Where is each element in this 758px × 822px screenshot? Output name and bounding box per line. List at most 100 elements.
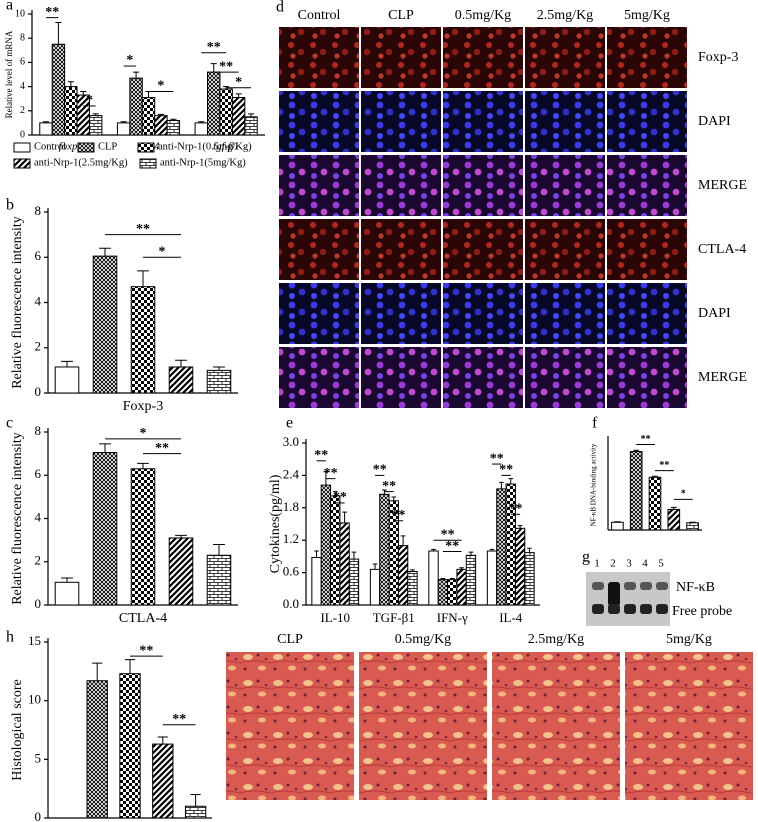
x-tick-label: tgf-β1 bbox=[213, 141, 239, 153]
gel-band bbox=[608, 582, 620, 606]
row-label: DAPI bbox=[698, 114, 731, 129]
lane-label: 2 bbox=[610, 558, 616, 570]
bar bbox=[92, 255, 118, 394]
gel-band bbox=[640, 582, 652, 590]
error-bar bbox=[80, 90, 87, 96]
error-bar bbox=[689, 521, 696, 523]
column-header: CLP bbox=[277, 632, 303, 647]
error-bar bbox=[120, 121, 127, 123]
bar bbox=[154, 115, 168, 136]
significance-label: * bbox=[126, 53, 133, 68]
bar bbox=[54, 581, 80, 606]
significance-label: ** bbox=[136, 222, 150, 237]
error-bar bbox=[170, 118, 177, 121]
significance-label: * bbox=[235, 75, 242, 90]
histology-image bbox=[625, 652, 753, 800]
bar bbox=[129, 77, 143, 136]
micrograph bbox=[279, 283, 359, 344]
micrograph bbox=[525, 219, 605, 280]
significance-label: ** bbox=[659, 460, 669, 471]
error-bar bbox=[400, 535, 406, 546]
bar bbox=[486, 550, 498, 606]
significance-label: ** bbox=[391, 508, 405, 523]
bar bbox=[116, 122, 131, 136]
micrograph bbox=[443, 219, 523, 280]
legend-label: anti-Nrp-1(2.5mg/Kg) bbox=[34, 157, 128, 168]
bar bbox=[437, 579, 449, 606]
y-tick-label: 2 bbox=[35, 339, 42, 354]
y-tick-label: 4 bbox=[20, 81, 25, 92]
gel-band bbox=[656, 604, 668, 614]
bar bbox=[184, 805, 207, 819]
error-bar bbox=[190, 794, 201, 807]
y-tick-label: 6 bbox=[35, 466, 42, 481]
row-label: MERGE bbox=[698, 370, 747, 385]
legend-label: Control bbox=[34, 141, 66, 152]
error-bar bbox=[382, 489, 387, 495]
gel-band bbox=[608, 604, 620, 614]
legend-swatch bbox=[13, 142, 31, 153]
error-bar bbox=[213, 543, 225, 556]
significance-label: ** bbox=[324, 466, 338, 481]
error-bar bbox=[157, 113, 165, 116]
legend-swatch bbox=[139, 158, 157, 169]
significance-label: ** bbox=[373, 463, 387, 478]
bar bbox=[119, 673, 141, 819]
error-bar bbox=[527, 547, 532, 553]
error-bar bbox=[61, 577, 73, 583]
gel-band bbox=[656, 582, 668, 590]
bar bbox=[194, 122, 209, 136]
error-bar bbox=[351, 551, 357, 560]
micrograph bbox=[607, 219, 687, 280]
legend-swatch bbox=[77, 142, 95, 153]
legend-swatch bbox=[137, 142, 155, 153]
y-tick-label: 1.2 bbox=[283, 531, 299, 546]
error-bar bbox=[92, 113, 99, 116]
error-bar bbox=[391, 496, 397, 501]
bar bbox=[141, 96, 156, 136]
significance-label: ** bbox=[499, 463, 513, 478]
error-bar bbox=[137, 462, 149, 469]
error-bar bbox=[431, 548, 436, 551]
bar bbox=[152, 743, 174, 819]
error-bar bbox=[99, 443, 111, 453]
micrograph bbox=[607, 347, 687, 408]
significance-label: * bbox=[159, 244, 166, 259]
error-bar bbox=[247, 113, 255, 117]
bar bbox=[219, 88, 233, 136]
gel-band bbox=[592, 582, 604, 590]
significance-label: ** bbox=[490, 451, 504, 466]
x-axis-label: CTLA-4 bbox=[119, 611, 167, 626]
y-tick-label: 6 bbox=[35, 248, 42, 263]
y-axis-label: NF-κB DNA-binding activity bbox=[590, 443, 598, 526]
micrograph bbox=[279, 27, 359, 88]
y-tick-label: 8 bbox=[20, 32, 25, 43]
x-tick-label: IL-4 bbox=[499, 610, 523, 625]
error-bar bbox=[213, 366, 225, 371]
x-tick-label: IFN-γ bbox=[437, 610, 468, 625]
bar bbox=[51, 43, 66, 136]
error-bar bbox=[633, 449, 640, 452]
bar bbox=[514, 527, 526, 606]
significance-label: ** bbox=[219, 59, 233, 74]
micrograph bbox=[361, 219, 441, 280]
bar bbox=[379, 493, 390, 606]
bar bbox=[88, 115, 103, 136]
bar bbox=[667, 508, 681, 531]
y-tick-label: 2 bbox=[20, 105, 25, 116]
row-label: Foxp-3 bbox=[698, 50, 738, 65]
error-bar bbox=[157, 736, 168, 745]
panel-label: b bbox=[6, 197, 14, 214]
bar bbox=[648, 476, 662, 531]
error-bar bbox=[92, 662, 103, 681]
bar bbox=[397, 545, 409, 606]
error-bar bbox=[499, 481, 504, 489]
error-bar bbox=[132, 71, 140, 79]
panel-label: h bbox=[6, 629, 14, 646]
bar bbox=[168, 366, 194, 394]
error-bar bbox=[67, 81, 74, 87]
error-bar bbox=[489, 548, 495, 551]
error-bar bbox=[449, 578, 455, 580]
y-tick-label: 10 bbox=[15, 8, 25, 19]
error-bar bbox=[459, 567, 464, 570]
